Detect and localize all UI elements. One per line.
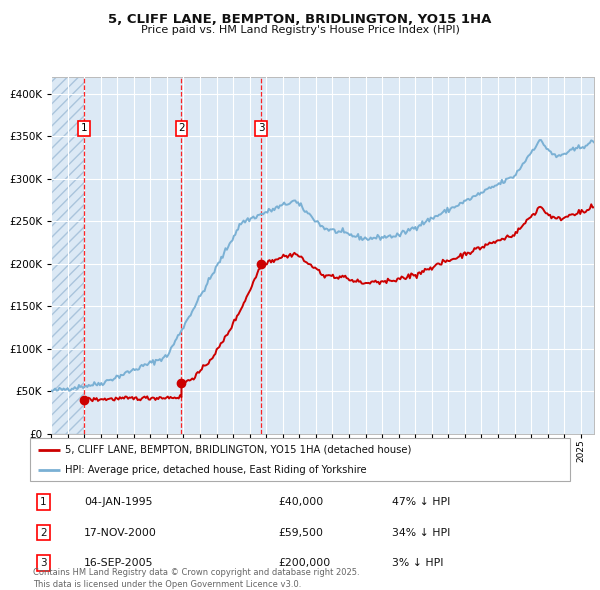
- Text: 2: 2: [40, 527, 47, 537]
- Text: £200,000: £200,000: [278, 558, 331, 568]
- Text: 1: 1: [40, 497, 47, 507]
- Text: 04-JAN-1995: 04-JAN-1995: [84, 497, 152, 507]
- Text: HPI: Average price, detached house, East Riding of Yorkshire: HPI: Average price, detached house, East…: [65, 466, 367, 475]
- Text: 2: 2: [178, 123, 185, 133]
- FancyBboxPatch shape: [30, 438, 570, 481]
- Text: 1: 1: [81, 123, 88, 133]
- Text: 17-NOV-2000: 17-NOV-2000: [84, 527, 157, 537]
- Text: 3% ↓ HPI: 3% ↓ HPI: [392, 558, 443, 568]
- Text: 5, CLIFF LANE, BEMPTON, BRIDLINGTON, YO15 1HA (detached house): 5, CLIFF LANE, BEMPTON, BRIDLINGTON, YO1…: [65, 445, 412, 455]
- Text: £40,000: £40,000: [278, 497, 323, 507]
- Text: 47% ↓ HPI: 47% ↓ HPI: [392, 497, 450, 507]
- Text: 16-SEP-2005: 16-SEP-2005: [84, 558, 154, 568]
- Text: Contains HM Land Registry data © Crown copyright and database right 2025.
This d: Contains HM Land Registry data © Crown c…: [33, 568, 359, 589]
- Bar: [51, 77, 84, 434]
- Text: 34% ↓ HPI: 34% ↓ HPI: [392, 527, 450, 537]
- Text: £59,500: £59,500: [278, 527, 323, 537]
- Text: 3: 3: [258, 123, 265, 133]
- Text: Price paid vs. HM Land Registry's House Price Index (HPI): Price paid vs. HM Land Registry's House …: [140, 25, 460, 35]
- Text: 5, CLIFF LANE, BEMPTON, BRIDLINGTON, YO15 1HA: 5, CLIFF LANE, BEMPTON, BRIDLINGTON, YO1…: [109, 13, 491, 26]
- Text: 3: 3: [40, 558, 47, 568]
